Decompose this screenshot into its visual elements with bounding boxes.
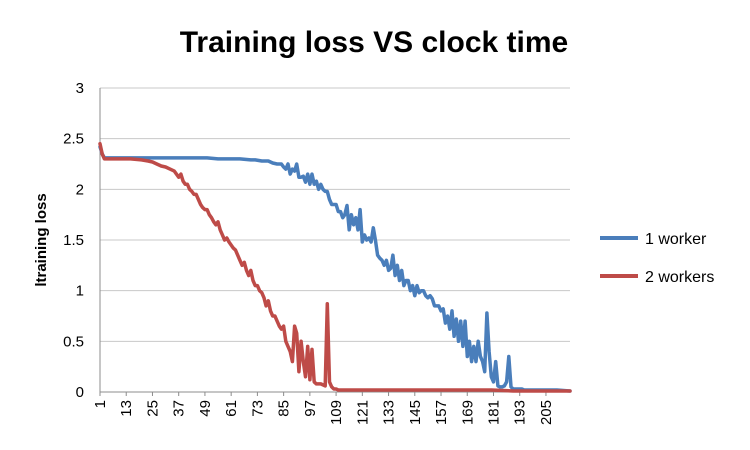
x-tick-label: 73 — [249, 400, 266, 417]
y-tick-label: 2.5 — [63, 131, 84, 148]
y-tick-label: 1 — [76, 283, 84, 300]
x-tick-label: 193 — [512, 400, 529, 425]
x-tick-label: 49 — [197, 400, 214, 417]
x-tick-label: 145 — [407, 400, 424, 425]
x-tick-label: 97 — [302, 400, 319, 417]
series-line-1 — [98, 145, 572, 393]
x-tick-label: 61 — [223, 400, 240, 417]
x-tick-label: 109 — [328, 400, 345, 425]
y-tick-label: 2 — [76, 181, 84, 198]
x-tick-label: 133 — [381, 400, 398, 425]
x-tick-label: 121 — [354, 400, 371, 425]
x-tick-label: 205 — [538, 400, 555, 425]
legend-label: 2 workers — [645, 269, 714, 286]
y-tick-label: 0.5 — [63, 333, 84, 350]
series-line-2 — [98, 141, 572, 393]
x-tick-label: 25 — [144, 400, 161, 417]
y-axis-label: ltraining loss — [33, 193, 50, 286]
x-tick-label: 1 — [92, 400, 109, 408]
x-tick-label: 85 — [276, 400, 293, 417]
y-tick-label: 3 — [76, 80, 84, 97]
x-tick-label: 13 — [118, 400, 135, 417]
y-tick-label: 1.5 — [63, 232, 84, 249]
y-tick-labels: 0 0.5 1 1.5 2 2.5 3 — [63, 80, 84, 401]
legend: 1 worker 2 workers — [600, 231, 714, 286]
gridlines — [100, 87, 570, 342]
x-tick-label: 181 — [485, 400, 502, 425]
x-tick-label: 37 — [171, 400, 188, 417]
series-lines — [98, 141, 572, 393]
chart-title: Training loss VS clock time — [180, 26, 568, 59]
legend-label: 1 worker — [645, 231, 707, 248]
x-tick-label: 169 — [459, 400, 476, 425]
axes — [99, 88, 570, 396]
y-tick-label: 0 — [76, 384, 84, 401]
x-tick-labels: 1 13 25 37 49 61 73 85 97 109 121 133 145 157 169 181 19… — [92, 400, 555, 425]
x-tick-label: 157 — [433, 400, 450, 425]
